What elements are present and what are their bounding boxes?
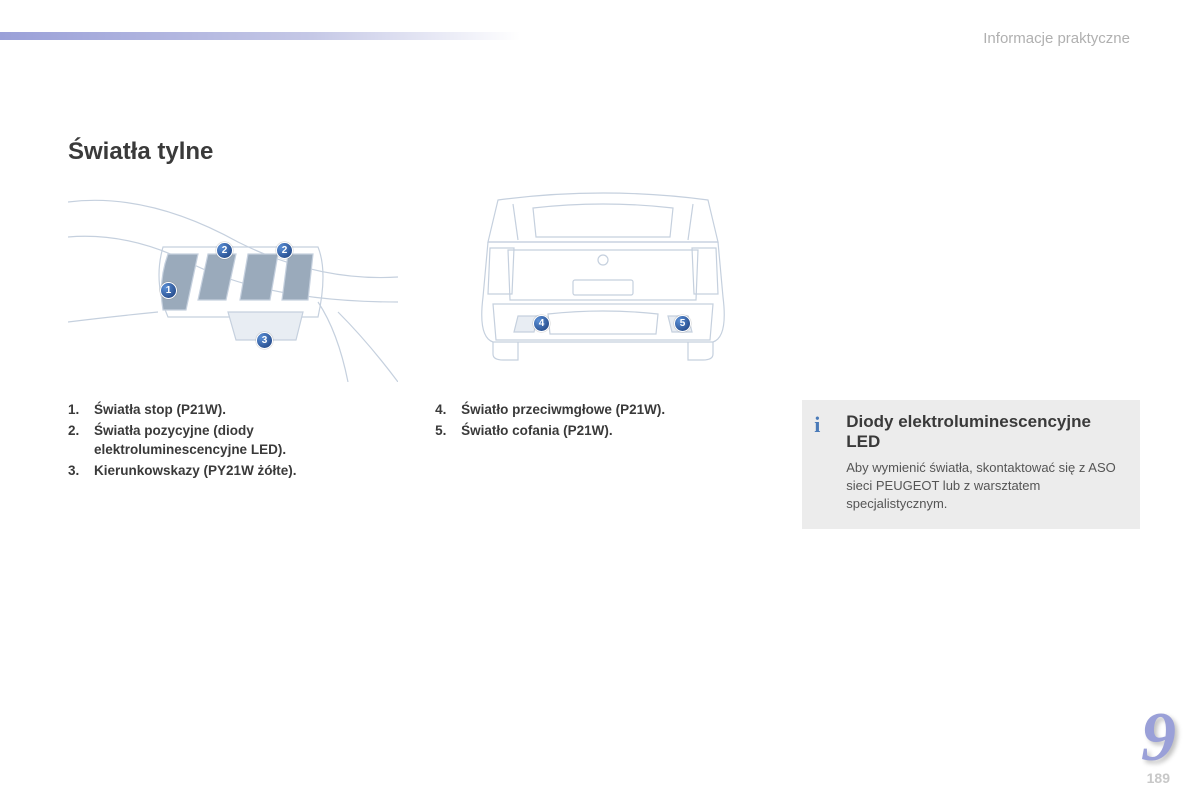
- chapter-number: 9: [1141, 698, 1176, 778]
- list-number: 3.: [68, 461, 94, 481]
- list-item: 5. Światło cofania (P21W).: [435, 421, 772, 441]
- list-item: 2. Światła pozycyjne (diody elektrolumin…: [68, 421, 405, 460]
- header-accent-bar: [0, 32, 520, 40]
- list-column-right: 4. Światło przeciwmgłowe (P21W). 5. Świa…: [435, 400, 772, 529]
- info-box: i Diody elektroluminescencyjne LED Aby w…: [802, 400, 1140, 529]
- list-column-left: 1. Światła stop (P21W). 2. Światła pozyc…: [68, 400, 405, 529]
- list-text: Kierunkowskazy (PY21W żółte).: [94, 461, 405, 481]
- callout-1: 1: [160, 282, 177, 299]
- info-title: Diody elektroluminescencyjne LED: [846, 412, 1126, 453]
- header-section-label: Informacje praktyczne: [983, 30, 1130, 47]
- tail-light-svg: [68, 182, 398, 382]
- section-title: Światła tylne: [68, 138, 1140, 166]
- page-number: 189: [1147, 770, 1170, 786]
- list-text: Światło przeciwmgłowe (P21W).: [461, 400, 772, 420]
- text-columns: 1. Światła stop (P21W). 2. Światła pozyc…: [68, 400, 1140, 529]
- car-rear-svg: [438, 182, 768, 382]
- page-content: Światła tylne: [68, 138, 1140, 529]
- list-item: 4. Światło przeciwmgłowe (P21W).: [435, 400, 772, 420]
- callout-4: 4: [533, 315, 550, 332]
- list-text: Światła stop (P21W).: [94, 400, 405, 420]
- callout-3: 3: [256, 332, 273, 349]
- info-body: Aby wymienić światła, skontaktować się z…: [846, 459, 1126, 514]
- callout-2a: 2: [216, 242, 233, 259]
- diagram-tail-light-cluster: 1 2 2 3: [68, 182, 398, 382]
- callout-5: 5: [674, 315, 691, 332]
- list-number: 5.: [435, 421, 461, 441]
- list-item: 1. Światła stop (P21W).: [68, 400, 405, 420]
- list-number: 2.: [68, 421, 94, 460]
- list-item: 3. Kierunkowskazy (PY21W żółte).: [68, 461, 405, 481]
- info-icon: i: [814, 412, 820, 438]
- list-text: Światło cofania (P21W).: [461, 421, 772, 441]
- diagram-row: 1 2 2 3: [68, 182, 1140, 382]
- list-number: 1.: [68, 400, 94, 420]
- list-text: Światła pozycyjne (diody elektroluminesc…: [94, 421, 405, 460]
- list-number: 4.: [435, 400, 461, 420]
- diagram-car-rear: 4 5: [438, 182, 768, 382]
- callout-2b: 2: [276, 242, 293, 259]
